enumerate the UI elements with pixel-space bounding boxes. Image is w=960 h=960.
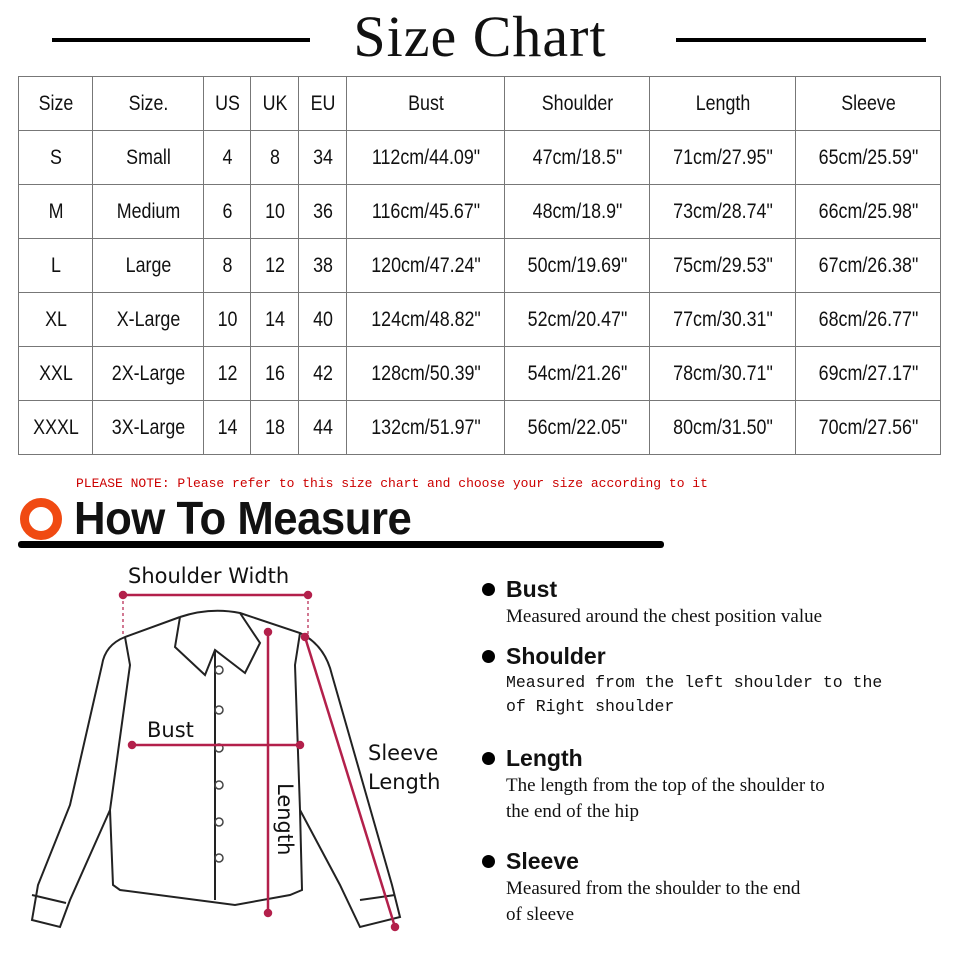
page-title: Size Chart — [353, 4, 607, 69]
table-row: XL X-Large 10 14 40 124cm/48.82" 52cm/20.47" 77… — [19, 292, 941, 347]
table-cell: 78cm/30.71" — [660, 346, 785, 401]
label-length: Length — [273, 783, 297, 855]
table-cell: 47cm/18.5" — [514, 130, 640, 185]
column-header: Bust — [357, 76, 494, 131]
column-header: Size. — [100, 76, 196, 131]
table-cell: 73cm/28.74" — [660, 184, 785, 239]
size-table: Size Size. US UK EU Bust Shoulder Length Sleeve … — [18, 76, 941, 455]
instruction-shoulder: Shoulder Measured from the left shoulder … — [480, 641, 882, 719]
instruction-length: Length The length from the top of the sho… — [480, 743, 825, 825]
table-cell: 42 — [301, 346, 344, 401]
table-cell: XXL — [23, 346, 88, 401]
table-cell: 52cm/20.47" — [514, 292, 640, 347]
table-cell: 56cm/22.05" — [514, 400, 640, 455]
label-sleeve: Sleeve — [368, 741, 438, 765]
table-cell: 36 — [301, 184, 344, 239]
table-cell: 132cm/51.97" — [357, 400, 494, 455]
table-row: XXXL 3X-Large 14 18 44 132cm/51.97" 56cm/22.05… — [19, 400, 941, 455]
table-cell: XXXL — [23, 400, 88, 455]
table-cell: L — [23, 238, 88, 293]
table-cell: XL — [23, 292, 88, 347]
table-cell: Small — [100, 130, 196, 185]
table-cell: 8 — [253, 130, 296, 185]
table-cell: 67cm/26.38" — [805, 238, 931, 293]
table-cell: 66cm/25.98" — [805, 184, 931, 239]
bullet-icon — [482, 650, 495, 663]
table-cell: 10 — [206, 292, 248, 347]
table-cell: 38 — [301, 238, 344, 293]
table-cell: 75cm/29.53" — [660, 238, 785, 293]
table-cell: 70cm/27.56" — [805, 400, 931, 455]
column-header: Size — [23, 76, 88, 131]
table-cell: 77cm/30.31" — [660, 292, 785, 347]
table-cell: 12 — [253, 238, 296, 293]
table-cell: 2X-Large — [100, 346, 196, 401]
table-cell: 14 — [206, 400, 248, 455]
label-sleeve-length: Length — [368, 770, 440, 794]
table-cell: 10 — [253, 184, 296, 239]
table-row: XXL 2X-Large 12 16 42 128cm/50.39" 54cm/21.26"… — [19, 346, 941, 401]
column-header: US — [206, 76, 248, 131]
table-cell: 120cm/47.24" — [357, 238, 494, 293]
table-cell: X-Large — [100, 292, 196, 347]
table-cell: S — [23, 130, 88, 185]
table-cell: 80cm/31.50" — [660, 400, 785, 455]
table-cell: 116cm/45.67" — [357, 184, 494, 239]
shirt-outline — [30, 609, 402, 929]
column-header: UK — [253, 76, 296, 131]
table-cell: 50cm/19.69" — [514, 238, 640, 293]
table-row: L Large 8 12 38 120cm/47.24" 50cm/19.69" 75cm/2… — [19, 238, 941, 293]
table-cell: 112cm/44.09" — [357, 130, 494, 185]
please-note: PLEASE NOTE: Please refer to this size c… — [76, 476, 708, 491]
label-shoulder-width: Shoulder Width — [128, 564, 289, 588]
shirt-diagram: Shoulder Width Bust Sleeve Length Length — [30, 564, 440, 932]
table-cell: 128cm/50.39" — [357, 346, 494, 401]
table-cell: M — [23, 184, 88, 239]
table-cell: 18 — [253, 400, 296, 455]
buttons — [214, 665, 224, 863]
instruction-bust: Bust Measured around the chest position v… — [480, 574, 822, 630]
table-row: S Small 4 8 34 112cm/44.09" 47cm/18.5" 71cm/27.… — [19, 130, 941, 185]
table-cell: 48cm/18.9" — [514, 184, 640, 239]
column-header: Sleeve — [805, 76, 931, 131]
table-cell: 124cm/48.82" — [357, 292, 494, 347]
ring-icon — [20, 498, 62, 540]
table-cell: Large — [100, 238, 196, 293]
table-cell: 8 — [206, 238, 248, 293]
instruction-sleeve: Sleeve Measured from the shoulder to the … — [480, 846, 800, 928]
title-rule-right — [676, 38, 926, 42]
bullet-icon — [482, 752, 495, 765]
column-header: Length — [660, 76, 785, 131]
table-row: M Medium 6 10 36 116cm/45.67" 48cm/18.9" 73cm/2… — [19, 184, 941, 239]
table-cell: 12 — [206, 346, 248, 401]
table-header-row: Size Size. US UK EU Bust Shoulder Length Sleeve — [19, 76, 941, 131]
section-rule — [18, 541, 664, 548]
table-cell: 34 — [301, 130, 344, 185]
table-cell: 14 — [253, 292, 296, 347]
label-bust: Bust — [147, 718, 194, 742]
title-rule-left — [52, 38, 310, 42]
sleeve-line — [303, 636, 397, 928]
table-cell: 69cm/27.17" — [805, 346, 931, 401]
table-cell: 16 — [253, 346, 296, 401]
bullet-icon — [482, 855, 495, 868]
column-header: EU — [301, 76, 344, 131]
bullet-icon — [482, 583, 495, 596]
table-cell: 68cm/26.77" — [805, 292, 931, 347]
table-cell: 4 — [206, 130, 248, 185]
table-cell: 71cm/27.95" — [660, 130, 785, 185]
section-title: How To Measure — [74, 492, 412, 544]
table-cell: Medium — [100, 184, 196, 239]
table-cell: 44 — [301, 400, 344, 455]
table-cell: 6 — [206, 184, 248, 239]
table-cell: 54cm/21.26" — [514, 346, 640, 401]
table-cell: 65cm/25.59" — [805, 130, 931, 185]
table-cell: 3X-Large — [100, 400, 196, 455]
measure-lines — [118, 590, 400, 932]
table-cell: 40 — [301, 292, 344, 347]
column-header: Shoulder — [514, 76, 640, 131]
